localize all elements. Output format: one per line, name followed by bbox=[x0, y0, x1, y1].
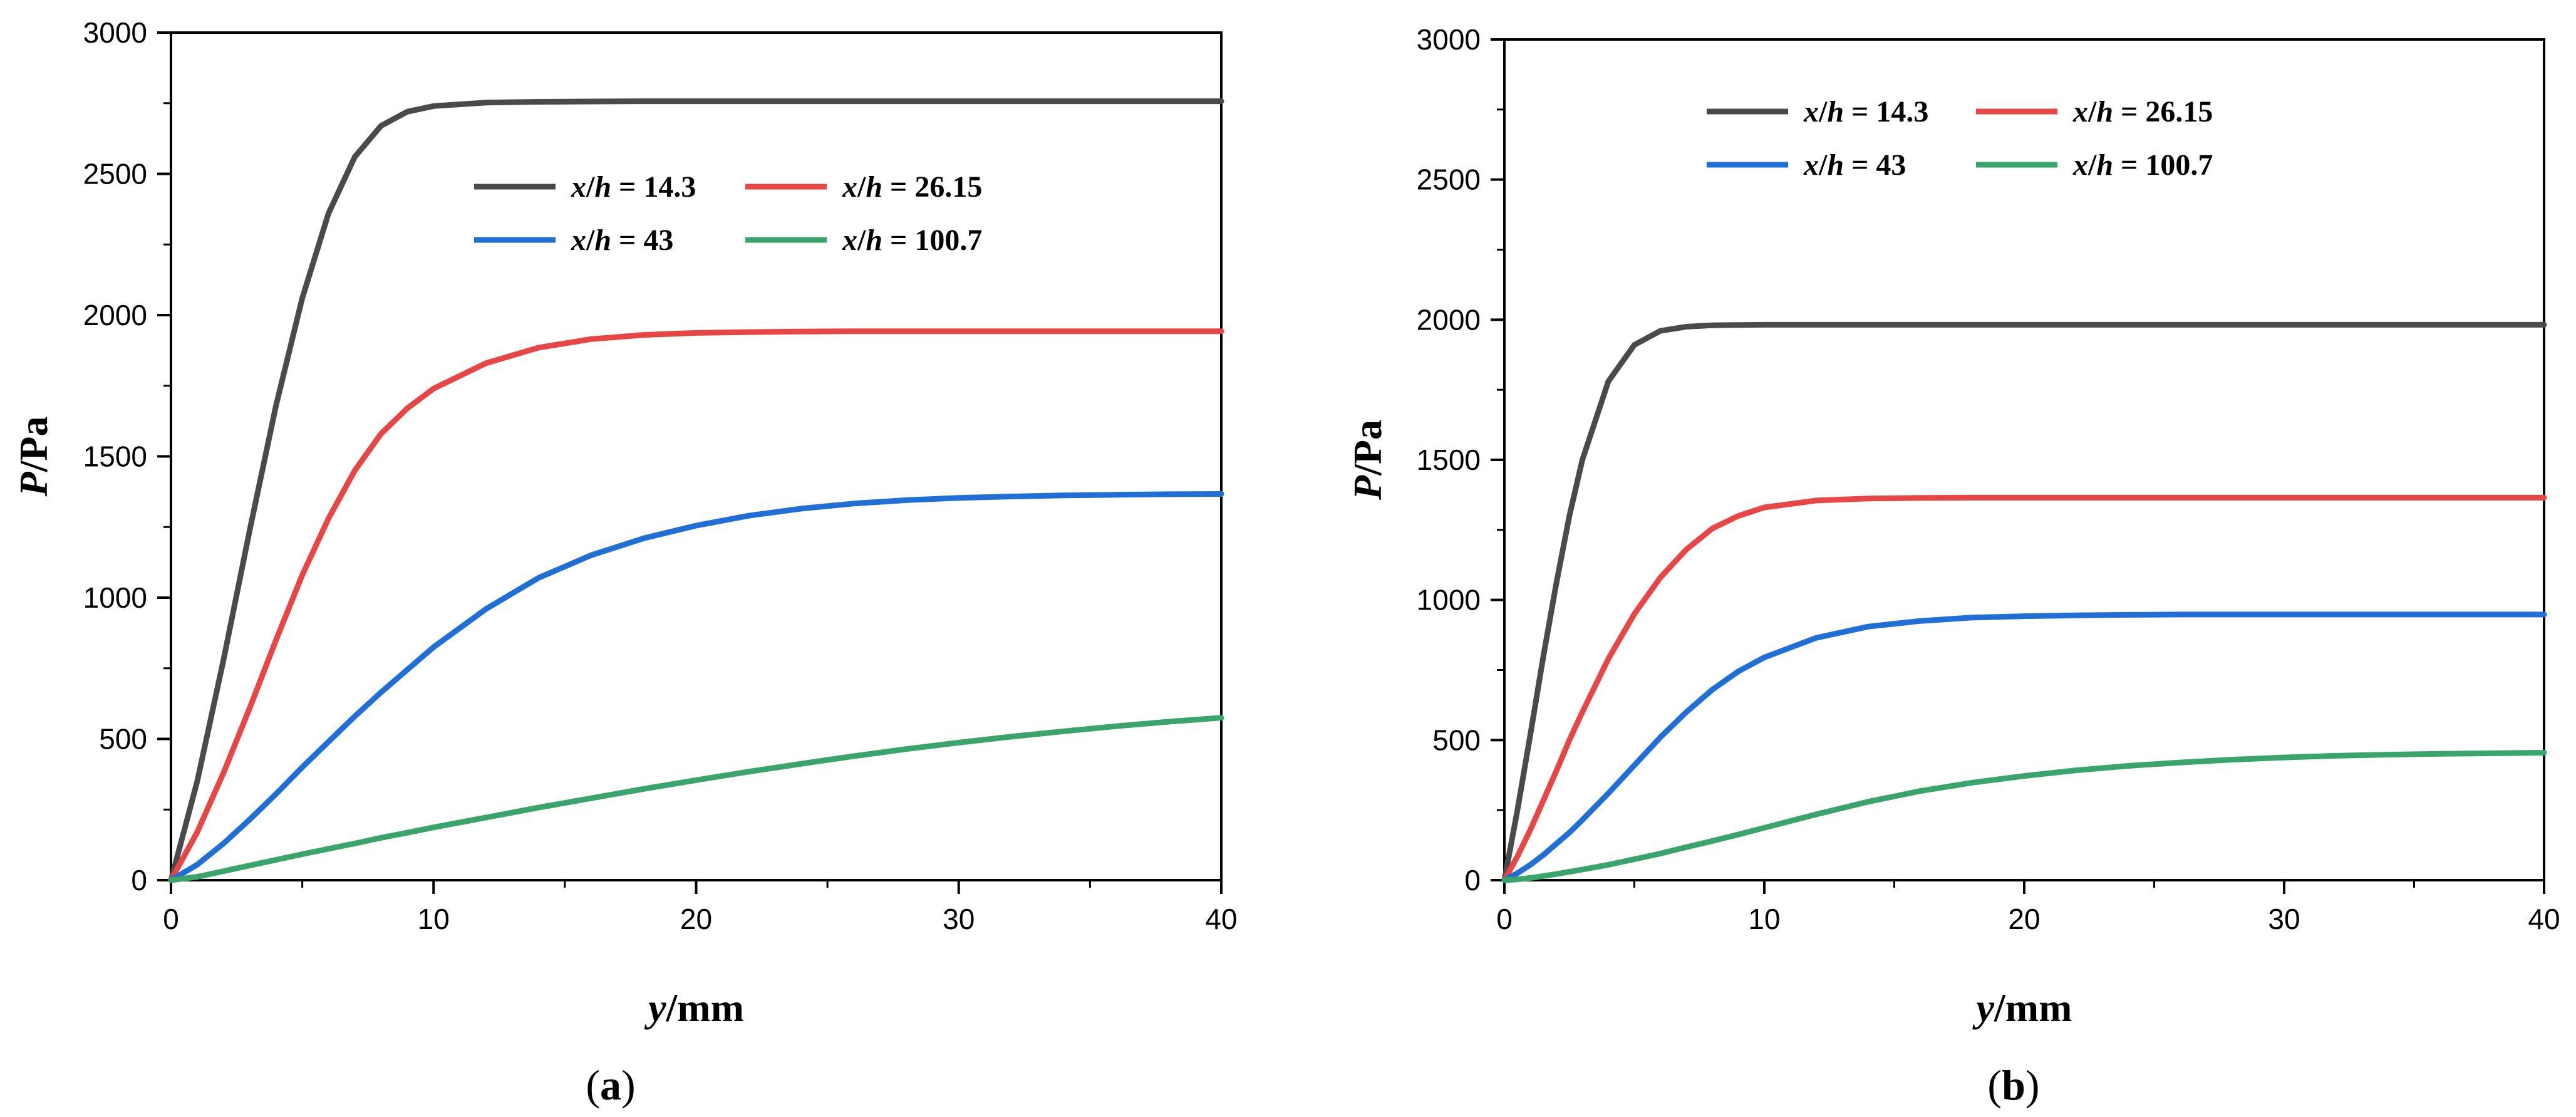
series-line-2 bbox=[1501, 494, 2547, 883]
x-tick-label: 0 bbox=[163, 903, 179, 935]
y-tick-label: 2500 bbox=[83, 158, 147, 190]
y-tick-label: 500 bbox=[99, 723, 147, 756]
y-tick-label: 1000 bbox=[83, 581, 147, 614]
chart-panel-b: 0 10 20 30 40 0 500 1000 1500 2000 2500 3000 x/h = 1… bbox=[1345, 23, 2560, 1109]
y-axis-title: P/Pa bbox=[11, 417, 56, 497]
x-tick-label: 0 bbox=[1496, 903, 1513, 935]
series-line-4 bbox=[168, 715, 1224, 883]
legend-entry-label: x/h = 43 bbox=[571, 224, 673, 257]
panel-label: (b) bbox=[1987, 1061, 2039, 1109]
y-tick-label: 0 bbox=[1464, 864, 1481, 896]
y-tick-label: 3000 bbox=[1417, 23, 1481, 56]
series-line-3 bbox=[1501, 611, 2547, 883]
legend-entry-label: x/h = 100.7 bbox=[2072, 148, 2213, 182]
legend-entry-label: x/h = 26.15 bbox=[2072, 95, 2213, 128]
legend-entry-label: x/h = 14.3 bbox=[1803, 95, 1928, 128]
panel-label: (a) bbox=[586, 1061, 635, 1109]
y-tick-label: 2500 bbox=[1417, 164, 1481, 196]
y-tick-label: 0 bbox=[131, 864, 147, 896]
y-tick-label: 2000 bbox=[1417, 303, 1481, 336]
series-line-4 bbox=[1501, 750, 2547, 883]
series-line-2 bbox=[168, 328, 1224, 883]
legend-entry-label: x/h = 100.7 bbox=[842, 224, 982, 257]
legend: x/h = 14.3 x/h = 26.15 x/h = 43 x/h = 100.7 bbox=[1707, 95, 2213, 182]
y-tick-label: 1000 bbox=[1417, 584, 1481, 616]
y-tick-label: 1500 bbox=[1417, 444, 1481, 476]
legend-entry-label: x/h = 26.15 bbox=[842, 170, 982, 204]
series-line-1 bbox=[168, 98, 1224, 883]
x-tick-label: 30 bbox=[2268, 903, 2300, 935]
series-line-1 bbox=[1501, 321, 2547, 883]
x-tick-label: 40 bbox=[1205, 903, 1237, 935]
legend-entry-label: x/h = 14.3 bbox=[571, 170, 696, 204]
x-tick-label: 40 bbox=[2528, 903, 2560, 935]
x-tick-label: 10 bbox=[1748, 903, 1780, 935]
y-tick-label: 500 bbox=[1432, 724, 1481, 756]
x-axis-title: y/mm bbox=[1972, 985, 2072, 1030]
legend-entry-label: x/h = 43 bbox=[1803, 148, 1906, 182]
y-axis-title: P/Pa bbox=[1345, 420, 1390, 501]
x-tick-label: 10 bbox=[418, 903, 450, 935]
x-tick-label: 30 bbox=[943, 903, 975, 935]
x-tick-label: 20 bbox=[2008, 903, 2040, 935]
x-tick-label: 20 bbox=[680, 903, 712, 935]
plot-frame bbox=[170, 31, 1223, 881]
chart-panel-a: 0 10 20 30 40 0 500 1000 1500 2000 2500 3000 x/h = 1… bbox=[11, 16, 1238, 1109]
x-axis-title: y/mm bbox=[644, 985, 744, 1030]
y-tick-label: 1500 bbox=[83, 440, 147, 473]
legend: x/h = 14.3 x/h = 26.15 x/h = 43 x/h = 100.7 bbox=[474, 170, 982, 257]
series-line-3 bbox=[168, 491, 1224, 883]
y-tick-label: 3000 bbox=[83, 16, 147, 49]
y-tick-label: 2000 bbox=[83, 299, 147, 331]
